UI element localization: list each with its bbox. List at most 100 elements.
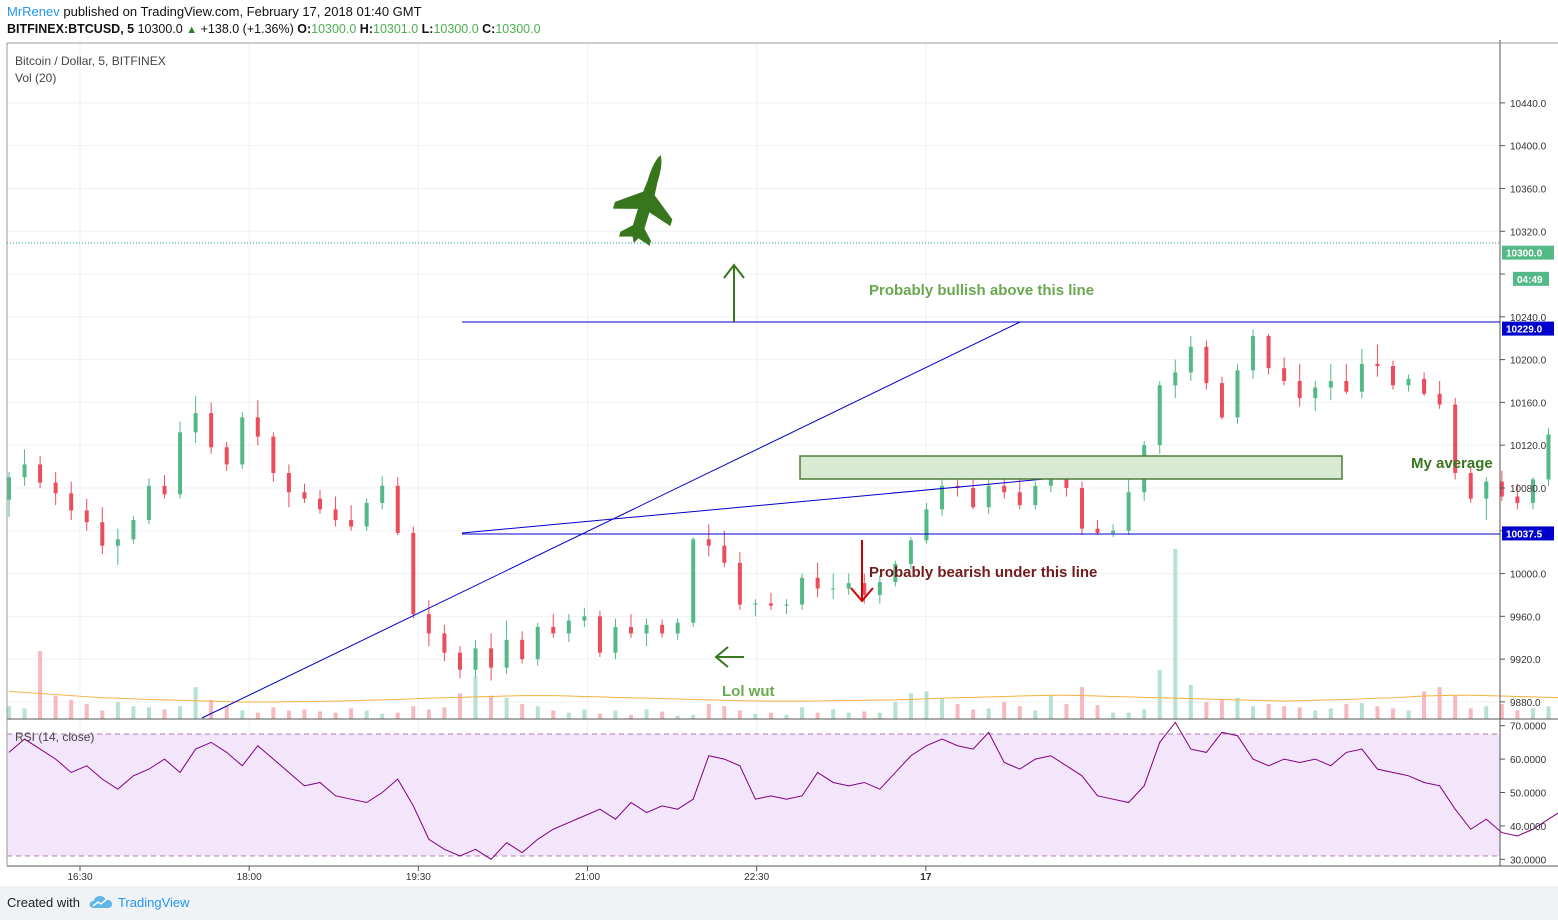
tradingview-link[interactable]: TradingView: [118, 895, 190, 910]
volume-bar: [7, 706, 11, 719]
volume-bar: [395, 712, 400, 719]
average-note[interactable]: My average: [1411, 455, 1493, 472]
candle-body: [489, 648, 494, 668]
volume-bar: [986, 708, 991, 719]
volume-legend[interactable]: Vol (20): [15, 71, 56, 85]
time-axis[interactable]: 16:3018:0019:3021:0022:301701:3003:0004:…: [67, 866, 1558, 883]
volume-bar: [940, 697, 945, 719]
candle-body: [1219, 383, 1224, 418]
candle-body: [768, 603, 773, 606]
candle-body: [302, 492, 307, 499]
lol-note[interactable]: Lol wut: [722, 683, 775, 700]
candle-body: [986, 485, 991, 508]
candle-body: [722, 545, 727, 563]
candle-body: [255, 417, 260, 437]
volume-bar: [800, 707, 805, 719]
candle-body: [1313, 387, 1318, 399]
candle-body: [846, 583, 851, 589]
grid-lines: [7, 43, 1500, 866]
volume-bar: [1142, 709, 1147, 719]
volume-bar: [1235, 697, 1240, 719]
volume-bar: [162, 709, 167, 719]
volume-bar: [815, 712, 820, 719]
bearish-note[interactable]: Probably bearish under this line: [869, 564, 1097, 581]
volume-bar: [178, 706, 183, 719]
volume-bar: [520, 704, 525, 719]
candle-body: [924, 509, 929, 541]
rsi-tick-label: 40.0000: [1510, 822, 1547, 833]
rsi-tick-label: 60.0000: [1510, 755, 1547, 766]
price-tick-label: 9960.0: [1510, 612, 1541, 623]
volume-ma-line: [8, 690, 1558, 703]
down-arrow-icon[interactable]: [850, 540, 874, 603]
volume-bar: [302, 709, 307, 719]
volume-bar: [1111, 712, 1116, 719]
volume-bar: [1064, 704, 1069, 719]
volume-bar: [768, 712, 773, 719]
volume-bar: [255, 712, 260, 719]
time-tick-label: 22:30: [744, 872, 769, 883]
up-arrow-icon[interactable]: [723, 263, 745, 322]
average-zone-box[interactable]: [799, 455, 1343, 480]
candle-body: [1453, 404, 1458, 473]
low-label: L:: [421, 22, 434, 36]
candle-body: [426, 614, 431, 634]
candle-body: [675, 622, 680, 634]
volume-bar: [1344, 704, 1349, 719]
volume-bar: [69, 699, 74, 719]
candle-body: [1499, 481, 1504, 497]
rsi-legend[interactable]: RSI (14, close): [15, 730, 94, 744]
volume-bar: [349, 708, 354, 719]
candle-body: [209, 413, 214, 448]
volume-bar: [193, 687, 198, 719]
candle-body: [457, 652, 462, 670]
publish-info: MrRenev published on TradingView.com, Fe…: [7, 4, 422, 19]
volume-bar: [1313, 710, 1318, 719]
volume-bar: [1375, 706, 1380, 719]
volume-bar: [535, 706, 540, 719]
price-axis[interactable]: 9880.0 9920.0 9960.0 10000.0 10080.0 10120.0 1…: [1500, 99, 1547, 709]
left-arrow-icon[interactable]: [714, 646, 744, 668]
candle-body: [908, 540, 913, 564]
volume-bar: [862, 711, 867, 719]
candle-body: [1173, 372, 1178, 386]
time-tick-label: 21:00: [575, 872, 600, 883]
rsi-tick-label: 30.0000: [1510, 855, 1547, 866]
volume-bar: [1002, 702, 1007, 719]
volume-bar: [1422, 691, 1427, 719]
candle-body: [146, 485, 151, 521]
candle-body: [1079, 487, 1084, 529]
time-tick-label: 19:30: [406, 872, 431, 883]
drawings[interactable]: Probably bullish above this line Probabl…: [201, 146, 1500, 719]
volume-bar: [100, 710, 105, 719]
candle-body: [1111, 530, 1116, 533]
chart-canvas[interactable]: Probably bullish above this line Probabl…: [0, 0, 1558, 886]
volume-bar: [753, 713, 758, 719]
candle-body: [1530, 479, 1535, 503]
volume-bar: [240, 710, 245, 719]
volume-bar: [364, 710, 369, 719]
volume-bar: [1173, 549, 1178, 719]
candle-body: [271, 436, 276, 473]
bullish-note[interactable]: Probably bullish above this line: [869, 282, 1094, 299]
candle-body: [1390, 366, 1395, 386]
volume-bar: [908, 693, 913, 719]
series-legend[interactable]: Bitcoin / Dollar, 5, BITFINEX: [15, 54, 166, 68]
fighter-jet-icon[interactable]: [605, 146, 689, 252]
candle-body: [1328, 381, 1333, 388]
volume-bar: [115, 702, 120, 719]
candle-body: [1235, 370, 1240, 418]
volume-bar: [551, 710, 556, 719]
average-trendline[interactable]: [461, 474, 1089, 534]
rsi-tick-label: 70.0000: [1510, 722, 1547, 733]
volume-bar: [1484, 706, 1489, 719]
volume-bar: [411, 706, 416, 719]
candle-body: [940, 485, 945, 510]
candle-body: [800, 577, 805, 605]
rising-trendline[interactable]: [201, 321, 1021, 719]
price-tick-label: 10080.0: [1510, 484, 1547, 495]
volume-bar: [644, 709, 649, 719]
volume-bar: [566, 712, 571, 719]
price-tick-label: 10440.0: [1510, 99, 1547, 110]
author-link[interactable]: MrRenev: [7, 4, 60, 19]
